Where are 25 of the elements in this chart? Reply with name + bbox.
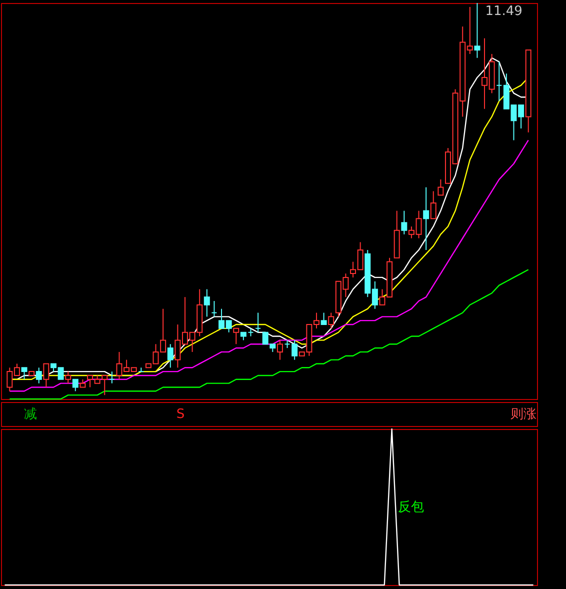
candlestick (276, 340, 283, 360)
text: 则涨 (510, 407, 537, 422)
candlestick (167, 344, 174, 368)
text: S (176, 407, 185, 422)
annotation: 反包 (398, 500, 424, 515)
candlestick (320, 312, 327, 326)
candlestick (328, 312, 334, 329)
candlestick (255, 312, 262, 333)
candlestick (423, 186, 430, 251)
candlestick (211, 300, 218, 318)
candlestick (108, 371, 115, 384)
candlestick (474, 2, 480, 58)
candlestick (496, 61, 502, 102)
candlestick (438, 178, 444, 196)
candlestick (401, 210, 408, 235)
candlestick (233, 328, 240, 345)
candlestick (65, 371, 72, 384)
text: 减 (24, 407, 37, 422)
annotation: 11.49 (485, 4, 522, 19)
candlestick (430, 190, 436, 220)
candlestick (21, 367, 28, 380)
candlestick (43, 363, 50, 388)
candlestick (72, 378, 78, 392)
candlestick (36, 367, 42, 384)
candlestick (204, 288, 210, 318)
